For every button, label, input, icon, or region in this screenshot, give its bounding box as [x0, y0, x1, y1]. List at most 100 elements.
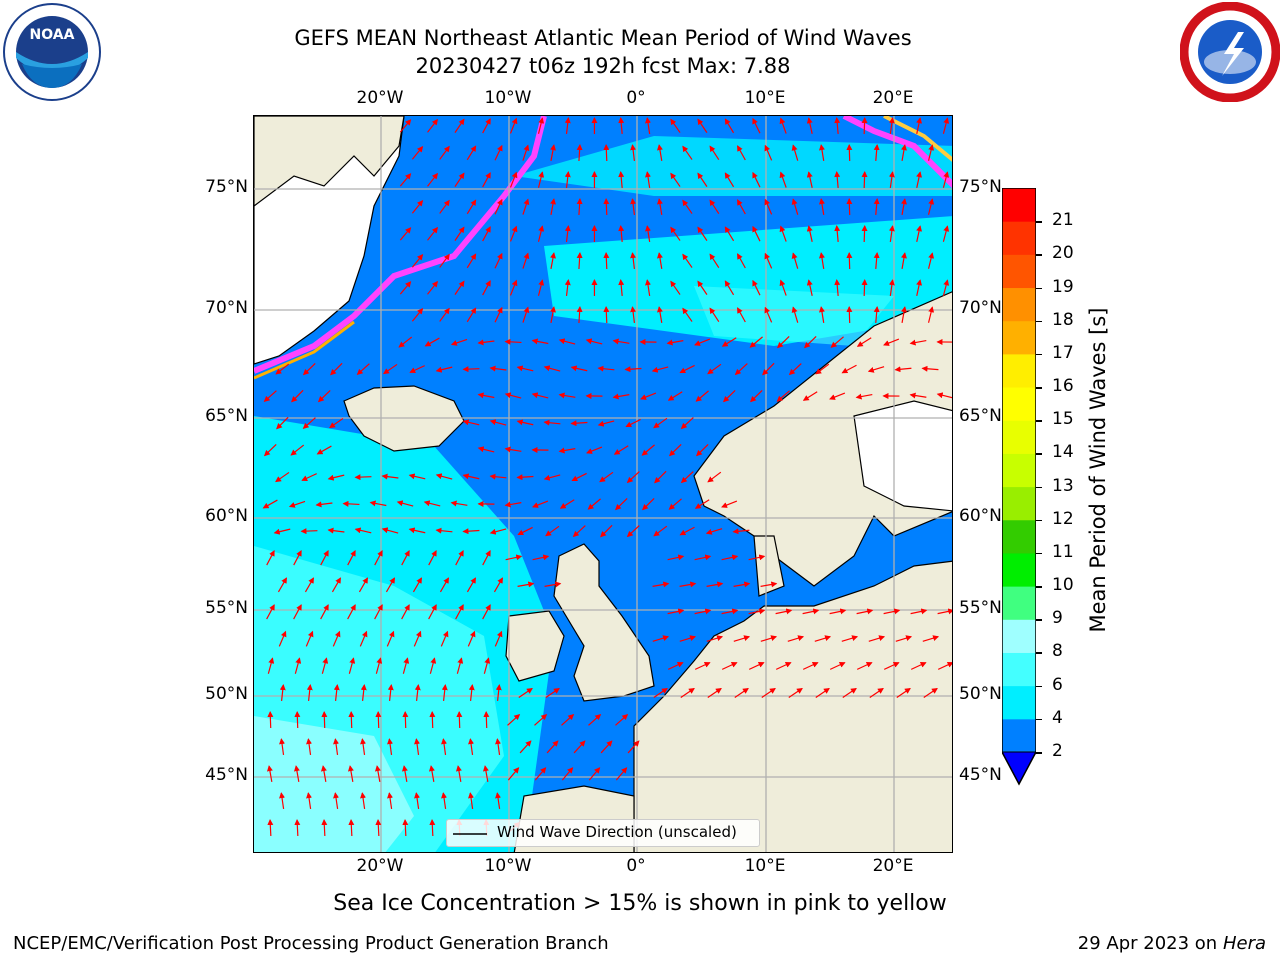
wave-direction-arrow — [618, 279, 625, 297]
wave-direction-arrow — [694, 662, 711, 670]
wave-direction-arrow — [564, 279, 571, 297]
wave-direction-arrow — [597, 365, 615, 372]
colorbar-segment — [1002, 486, 1036, 521]
lon-tick-bottom: 20°E — [872, 856, 914, 876]
wave-direction-arrow — [909, 392, 927, 399]
wave-direction-arrow — [653, 687, 668, 698]
wave-direction-arrow — [401, 765, 408, 782]
wave-direction-arrow — [653, 417, 668, 429]
wave-direction-arrow — [429, 819, 436, 837]
colorbar-tick-mark — [1036, 320, 1042, 323]
wave-direction-arrow — [679, 526, 695, 536]
wave-direction-arrow — [585, 338, 603, 345]
wave-direction-arrow — [618, 225, 625, 243]
colorbar-segment — [1002, 387, 1036, 421]
wave-direction-arrow — [477, 339, 495, 346]
wave-direction-arrow — [819, 144, 825, 161]
wave-direction-arrow — [333, 792, 339, 810]
wave-direction-arrow — [779, 117, 787, 134]
wave-direction-arrow — [302, 363, 316, 376]
wave-direction-arrow — [316, 445, 332, 455]
wave-direction-arrow — [359, 630, 368, 647]
wave-direction-arrow — [829, 392, 846, 400]
wave-direction-arrow — [429, 711, 436, 729]
wave-direction-arrow — [764, 198, 773, 215]
wave-direction-arrow — [883, 608, 901, 615]
lat-tick-right: 75°N — [959, 177, 1002, 197]
wave-direction-arrow — [600, 524, 613, 538]
wave-direction-arrow — [266, 765, 273, 782]
wave-direction-arrow — [709, 253, 720, 269]
wave-direction-arrow — [666, 339, 684, 346]
wave-direction-arrow — [888, 279, 895, 297]
wave-direction-arrow — [618, 171, 625, 189]
colorbar-segment — [1002, 552, 1036, 587]
wave-direction-arrow — [439, 307, 450, 322]
wave-direction-arrow — [695, 390, 709, 402]
wave-direction-arrow — [656, 306, 663, 323]
wave-direction-arrow — [294, 819, 301, 837]
wave-direction-arrow — [428, 604, 437, 620]
wave-direction-arrow — [358, 577, 368, 593]
colorbar-tick-label: 19 — [1052, 276, 1074, 297]
wave-direction-arrow — [429, 657, 437, 674]
wave-direction-arrow — [587, 498, 601, 510]
wave-direction-arrow — [489, 473, 507, 480]
gridlines — [254, 116, 952, 852]
wave-direction-arrow — [399, 173, 412, 187]
colorbar-tick-mark — [1036, 718, 1042, 721]
wave-direction-arrow — [901, 306, 907, 323]
wave-direction-arrow — [263, 444, 277, 457]
wind-wave-direction-arrows — [262, 117, 952, 837]
wave-direction-arrow — [573, 740, 586, 754]
wave-direction-arrow — [347, 550, 356, 566]
wave-direction-arrow — [705, 528, 723, 535]
wave-direction-arrow — [399, 119, 412, 133]
colorbar — [1001, 187, 1037, 788]
wave-direction-arrow — [441, 738, 448, 756]
wave-direction-arrow — [697, 172, 708, 187]
wave-direction-arrow — [922, 635, 940, 642]
wave-direction-arrow — [522, 144, 530, 161]
wave-direction-arrow — [861, 225, 868, 243]
colorbar-segment — [1002, 586, 1036, 620]
footer-host: Hera — [1222, 933, 1266, 954]
wave-direction-arrow — [651, 366, 669, 373]
wave-direction-arrow — [942, 117, 950, 134]
wave-direction-arrow — [516, 419, 534, 426]
lat-tick-left: 75°N — [205, 177, 248, 197]
lon-tick-top: 20°E — [872, 88, 914, 108]
wave-direction-arrow — [401, 604, 410, 620]
wave-direction-arrow — [570, 420, 588, 427]
wave-direction-arrow — [266, 604, 275, 620]
wave-direction-arrow — [895, 635, 913, 642]
wave-direction-arrow — [873, 198, 880, 216]
wave-direction-arrow — [669, 443, 682, 457]
wave-direction-arrow — [320, 550, 329, 566]
lat-tick-right: 55°N — [959, 598, 1002, 618]
wave-direction-arrow — [398, 336, 413, 348]
wave-direction-arrow — [748, 662, 765, 670]
wave-direction-arrow — [927, 306, 935, 323]
wave-direction-arrow — [752, 225, 761, 242]
wave-direction-arrow — [462, 419, 480, 426]
wave-direction-arrow — [694, 499, 710, 509]
wave-direction-arrow — [441, 684, 448, 702]
wave-direction-arrow — [680, 417, 694, 430]
wave-direction-arrow — [321, 711, 328, 729]
wave-direction-arrow — [293, 604, 302, 620]
lon-tick-bottom: 10°E — [744, 856, 786, 876]
wave-direction-arrow — [630, 306, 637, 324]
wave-direction-arrow — [387, 684, 394, 702]
wave-direction-arrow — [559, 499, 575, 509]
wave-direction-arrow — [305, 630, 314, 647]
wave-direction-arrow — [721, 554, 739, 561]
wave-direction-arrow — [777, 335, 790, 349]
wave-direction-arrow — [408, 527, 426, 534]
wave-direction-arrow — [293, 765, 300, 782]
lat-tick-right: 50°N — [959, 684, 1002, 704]
wave-direction-arrow — [910, 608, 928, 615]
wave-direction-arrow — [861, 279, 868, 297]
wave-direction-arrow — [868, 635, 886, 642]
colorbar-tick-label: 16 — [1052, 376, 1074, 397]
